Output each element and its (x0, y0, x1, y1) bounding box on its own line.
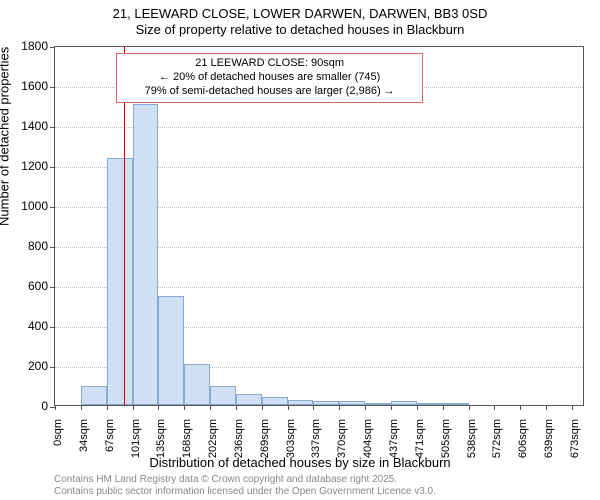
histogram-bar (391, 401, 417, 405)
histogram-bar (339, 401, 365, 405)
x-tick (546, 405, 547, 410)
x-tick-label: 135sqm (155, 419, 167, 458)
x-tick (288, 405, 289, 410)
y-tick-label: 1000 (8, 199, 48, 213)
x-tick-label: 168sqm (181, 419, 193, 458)
x-tick-label: 370sqm (336, 419, 348, 458)
x-tick-label: 471sqm (414, 419, 426, 458)
x-tick (339, 405, 340, 410)
annotation-box: 21 LEEWARD CLOSE: 90sqm ← 20% of detached… (116, 53, 423, 102)
x-tick (365, 405, 366, 410)
x-tick-label: 572sqm (491, 419, 503, 458)
x-tick-label: 202sqm (207, 419, 219, 458)
histogram-bar (81, 386, 107, 405)
x-tick (236, 405, 237, 410)
histogram-bar (313, 401, 339, 405)
histogram-bar (133, 104, 159, 405)
x-tick-label: 269sqm (259, 419, 271, 458)
histogram-bar (288, 400, 314, 405)
histogram-bar (365, 403, 391, 405)
histogram-bar (210, 386, 236, 405)
x-tick (81, 405, 82, 410)
x-tick-label: 404sqm (362, 419, 374, 458)
x-tick-label: 505sqm (440, 419, 452, 458)
footer-line-1: Contains HM Land Registry data © Crown c… (54, 474, 397, 485)
x-tick-label: 606sqm (517, 419, 529, 458)
histogram-bar (158, 296, 184, 405)
histogram-bar (236, 394, 262, 405)
y-tick-label: 1800 (8, 39, 48, 53)
chart-area: 21 LEEWARD CLOSE: 90sqm ← 20% of detached… (54, 46, 584, 406)
x-tick (210, 405, 211, 410)
y-tick-label: 1600 (8, 79, 48, 93)
x-tick (469, 405, 470, 410)
y-tick-label: 1400 (8, 119, 48, 133)
plot-area: 21 LEEWARD CLOSE: 90sqm ← 20% of detached… (54, 46, 584, 406)
y-tick-label: 400 (8, 319, 48, 333)
histogram-bar (184, 364, 210, 405)
x-tick (55, 405, 56, 410)
x-tick (158, 405, 159, 410)
x-tick (520, 405, 521, 410)
x-tick (262, 405, 263, 410)
x-tick (391, 405, 392, 410)
x-tick (494, 405, 495, 410)
x-tick-label: 337sqm (310, 419, 322, 458)
y-tick-label: 800 (8, 239, 48, 253)
x-tick (184, 405, 185, 410)
x-tick (443, 405, 444, 410)
y-tick (50, 47, 55, 48)
histogram-bar (417, 403, 443, 405)
y-tick-label: 1200 (8, 159, 48, 173)
x-tick-label: 538sqm (466, 419, 478, 458)
histogram-bar (443, 403, 469, 405)
footer-attribution: Contains HM Land Registry data © Crown c… (54, 474, 584, 498)
x-tick-label: 673sqm (569, 419, 581, 458)
y-tick-label: 200 (8, 359, 48, 373)
footer-line-2: Contains public sector information licen… (54, 486, 436, 497)
x-tick (313, 405, 314, 410)
x-tick-label: 101sqm (130, 419, 142, 458)
x-tick-label: 67sqm (104, 419, 116, 452)
annotation-line: 21 LEEWARD CLOSE: 90sqm (195, 57, 344, 69)
y-tick-label: 0 (8, 399, 48, 413)
annotation-line: ← 20% of detached houses are smaller (74… (159, 71, 380, 83)
x-tick-label: 639sqm (543, 419, 555, 458)
x-tick-label: 437sqm (388, 419, 400, 458)
x-tick-label: 34sqm (78, 419, 90, 452)
title-line-1: 21, LEEWARD CLOSE, LOWER DARWEN, DARWEN,… (113, 6, 488, 21)
y-tick-label: 600 (8, 279, 48, 293)
chart-title: 21, LEEWARD CLOSE, LOWER DARWEN, DARWEN,… (0, 0, 600, 39)
histogram-bar (262, 397, 288, 405)
histogram-bar (107, 158, 133, 405)
x-tick (107, 405, 108, 410)
x-tick (417, 405, 418, 410)
x-tick-label: 236sqm (233, 419, 245, 458)
x-axis-label: Distribution of detached houses by size … (0, 455, 600, 470)
x-tick (133, 405, 134, 410)
x-tick (572, 405, 573, 410)
annotation-line: 79% of semi-detached houses are larger (… (145, 85, 395, 97)
title-line-2: Size of property relative to detached ho… (136, 22, 465, 37)
x-tick-label: 0sqm (52, 419, 64, 446)
x-tick-label: 303sqm (285, 419, 297, 458)
